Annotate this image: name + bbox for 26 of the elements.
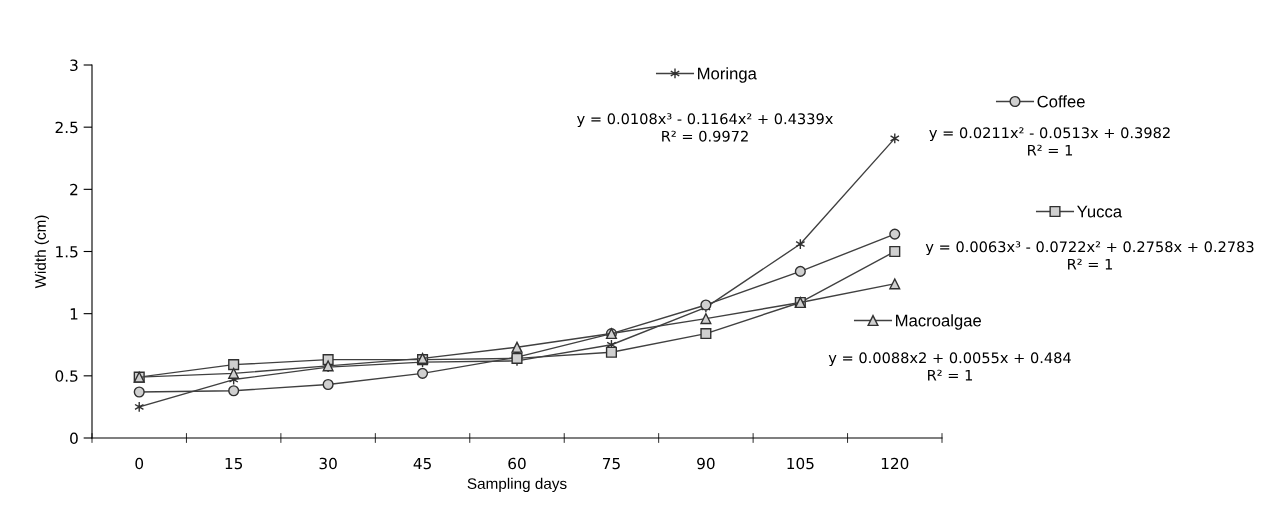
legend-label: Yucca bbox=[1077, 205, 1123, 218]
y-tick-label: 1 bbox=[70, 308, 78, 320]
y-tick-label: 3 bbox=[70, 59, 78, 72]
x-axis-title: Sampling days bbox=[467, 477, 567, 493]
y-tick-label: 1.5 bbox=[56, 246, 78, 258]
y-tick-label: 2 bbox=[70, 183, 78, 196]
legend-label: Moringa bbox=[698, 67, 757, 83]
annotation: y = 0.0088x2 + 0.0055x + 0.484 R² = 1 bbox=[828, 352, 1071, 381]
legend-label: Coffee bbox=[1037, 95, 1085, 108]
legend-label: Macroalgae bbox=[896, 314, 982, 330]
x-tick-label: 120 bbox=[881, 457, 909, 470]
annotation: y = 0.0063x³ - 0.0722x² + 0.2758x + 0.2783 R² = 1 bbox=[925, 241, 1254, 270]
x-tick-label: 75 bbox=[602, 457, 620, 470]
x-tick-label: 105 bbox=[787, 457, 814, 470]
annotation: y = 0.0108x³ - 0.1164x² + 0.4339x R² = 0.9972 bbox=[577, 113, 833, 142]
x-tick-label: 30 bbox=[319, 457, 337, 470]
y-tick-label: 0.5 bbox=[55, 370, 78, 382]
y-tick-label: 0 bbox=[70, 432, 78, 445]
x-tick-label: 45 bbox=[413, 457, 431, 470]
x-tick-label: 90 bbox=[697, 457, 715, 470]
x-tick-label: 60 bbox=[508, 457, 526, 470]
y-tick-label: 2.5 bbox=[55, 121, 78, 134]
x-tick-label: 0 bbox=[135, 457, 144, 470]
y-axis-title: Width (cm) bbox=[34, 215, 49, 289]
annotation: y = 0.0211x² - 0.0513x + 0.3982 R² = 1 bbox=[929, 127, 1170, 156]
x-tick-label: 15 bbox=[225, 457, 243, 470]
